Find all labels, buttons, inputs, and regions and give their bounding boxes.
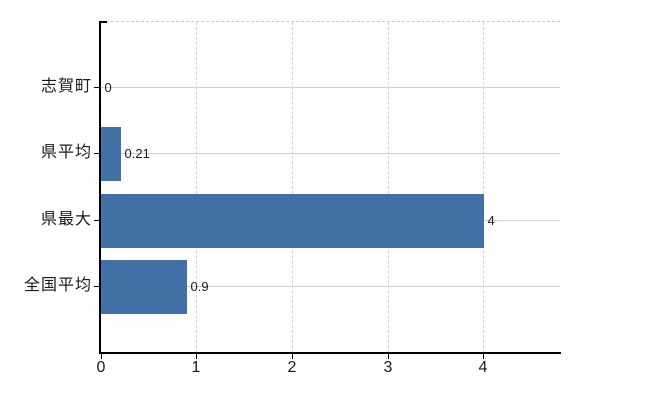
x-tick-label: 4 [478,359,488,376]
x-tick-label: 1 [191,359,201,376]
bar-value-label: 4 [487,213,495,228]
category-label: 全国平均 [23,277,92,294]
x-gridline [388,22,389,353]
bar [101,260,187,314]
x-axis-tick [101,354,102,359]
y-axis-tick [94,220,100,221]
category-gridline [101,153,560,154]
category-label: 県最大 [40,211,92,228]
category-gridline [101,87,560,88]
category-label: 志賀町 [40,78,92,95]
y-axis-tick [94,87,100,88]
x-gridline [483,22,484,353]
x-tick-label: 0 [96,359,106,376]
bar [101,127,121,181]
bar-value-label: 0 [104,80,112,95]
bar-value-label: 0.21 [124,146,150,161]
plot-top-border [100,21,560,22]
x-axis-tick [483,354,484,359]
y-axis-top-tick [99,21,107,23]
category-label: 県平均 [40,144,92,161]
x-tick-label: 3 [383,359,393,376]
y-axis-tick [94,153,100,154]
category-gridline [101,286,560,287]
x-tick-label: 2 [287,359,297,376]
x-gridline [292,22,293,353]
x-axis-tick [388,354,389,359]
bar [101,194,484,248]
x-axis-tick [292,354,293,359]
x-axis [99,352,561,354]
y-axis-tick [94,286,100,287]
x-axis-tick [196,354,197,359]
bar-value-label: 0.9 [190,279,209,294]
x-gridline [196,22,197,353]
y-axis [99,21,101,354]
